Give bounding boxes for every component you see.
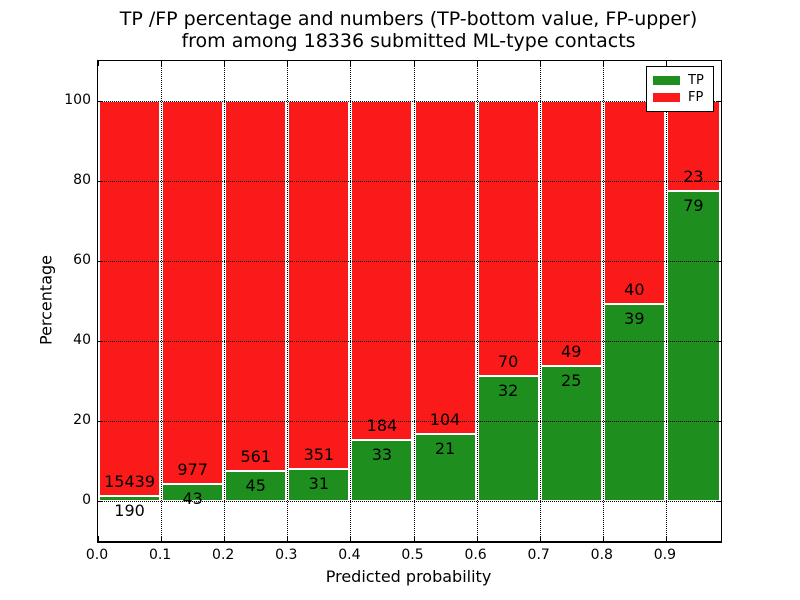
gridline-v — [350, 61, 352, 541]
gridline-h — [98, 421, 721, 422]
legend-label-tp: TP — [688, 72, 704, 88]
bar-segment-tp — [414, 433, 476, 501]
chart-title-line2: from among 18336 submitted ML-type conta… — [181, 30, 636, 52]
tp-count-label: 33 — [371, 445, 393, 465]
x-tick-label: 0.4 — [338, 547, 361, 563]
x-tick-label: 0.9 — [653, 547, 677, 563]
chart-title: TP /FP percentage and numbers (TP-bottom… — [97, 8, 720, 52]
fp-count-label: 70 — [497, 351, 519, 371]
y-tick-label: 40 — [73, 332, 91, 348]
fp-swatch-icon — [653, 93, 680, 102]
legend-entry-tp: TP — [653, 72, 707, 89]
tp-count-label: 190 — [114, 501, 145, 521]
bar-segment-tp — [99, 496, 161, 501]
tp-count-label: 32 — [497, 380, 519, 400]
fp-count-label: 351 — [303, 444, 335, 464]
bar-segment-fp — [603, 101, 665, 304]
gridline-h — [98, 501, 721, 502]
bar-segment-tp — [162, 484, 224, 501]
bar-segment-fp — [225, 101, 287, 472]
fp-count-label: 15439 — [104, 472, 155, 492]
bar-segment-fp — [162, 101, 224, 485]
x-axis-label: Predicted probability — [325, 567, 492, 586]
y-tick-label: 60 — [73, 252, 91, 268]
gridline-v — [161, 61, 163, 541]
tp-count-label: 79 — [683, 196, 704, 216]
tp-count-label: 39 — [624, 308, 645, 328]
fp-count-label: 104 — [429, 409, 461, 429]
gridline-v — [413, 61, 415, 541]
bar-segment-fp — [99, 101, 161, 497]
x-tick-label: 0.3 — [275, 547, 298, 563]
x-tick-label: 0.8 — [590, 547, 613, 563]
gridline-v — [224, 61, 226, 541]
bar-segment-fp — [477, 101, 539, 376]
fp-count-label: 561 — [240, 447, 271, 467]
bar-segment-tp — [351, 440, 413, 501]
x-tick-label: 0.1 — [148, 547, 172, 563]
bar-segment-fp — [540, 101, 602, 366]
bar-segment-fp — [351, 101, 413, 441]
gridline-h — [98, 261, 721, 262]
gridline-h — [98, 181, 721, 182]
y-tick-label: 0 — [82, 492, 91, 508]
bar-segment-tp — [225, 471, 287, 501]
fp-count-label: 40 — [624, 279, 645, 299]
gridline-v — [539, 61, 541, 541]
fp-count-label: 49 — [561, 341, 582, 361]
gridline-h — [98, 101, 721, 102]
x-tick-label: 0.0 — [85, 547, 109, 563]
tp-count-label: 31 — [308, 473, 330, 493]
x-tick-label: 0.5 — [401, 547, 424, 563]
bar-segment-fp — [288, 101, 350, 469]
bar-segment-tp — [477, 375, 539, 501]
x-tick-label: 0.6 — [464, 547, 487, 563]
legend: TP FP — [646, 66, 714, 112]
gridline-h — [98, 341, 721, 342]
bar-segment-fp — [414, 101, 476, 434]
legend-entry-fp: FP — [653, 89, 707, 106]
gridline-v — [602, 61, 604, 541]
tp-count-label: 21 — [434, 438, 456, 458]
plot-area: 15439 190 977 43 561 45 351 31 184 33 104 21 70 32 49 2… — [97, 60, 722, 543]
bar-segment-tp — [603, 303, 665, 501]
tick-mark-top — [98, 61, 99, 66]
legend-label-fp: FP — [688, 89, 704, 105]
fp-count-label: 977 — [177, 460, 208, 480]
tp-count-label: 25 — [561, 370, 582, 390]
chart-title-line1: TP /FP percentage and numbers (TP-bottom… — [119, 8, 698, 30]
x-tick-label: 0.7 — [527, 547, 550, 563]
fp-count-label: 23 — [683, 167, 704, 187]
tp-count-label: 45 — [245, 476, 266, 496]
gridline-v — [476, 61, 478, 541]
tp-swatch-icon — [653, 76, 680, 85]
gridline-v — [287, 61, 289, 541]
gridline-v — [665, 61, 667, 541]
y-tick-label: 80 — [73, 172, 91, 188]
y-tick-label: 100 — [64, 92, 91, 108]
fp-count-label: 184 — [366, 416, 398, 436]
bar-segment-tp — [666, 191, 720, 501]
bar-segment-tp — [288, 468, 350, 501]
bar-segment-tp — [540, 365, 602, 501]
x-tick-label: 0.2 — [212, 547, 235, 563]
tp-count-label: 43 — [182, 489, 203, 509]
y-tick-label: 20 — [73, 412, 91, 428]
tick-mark-bottom — [98, 536, 99, 541]
